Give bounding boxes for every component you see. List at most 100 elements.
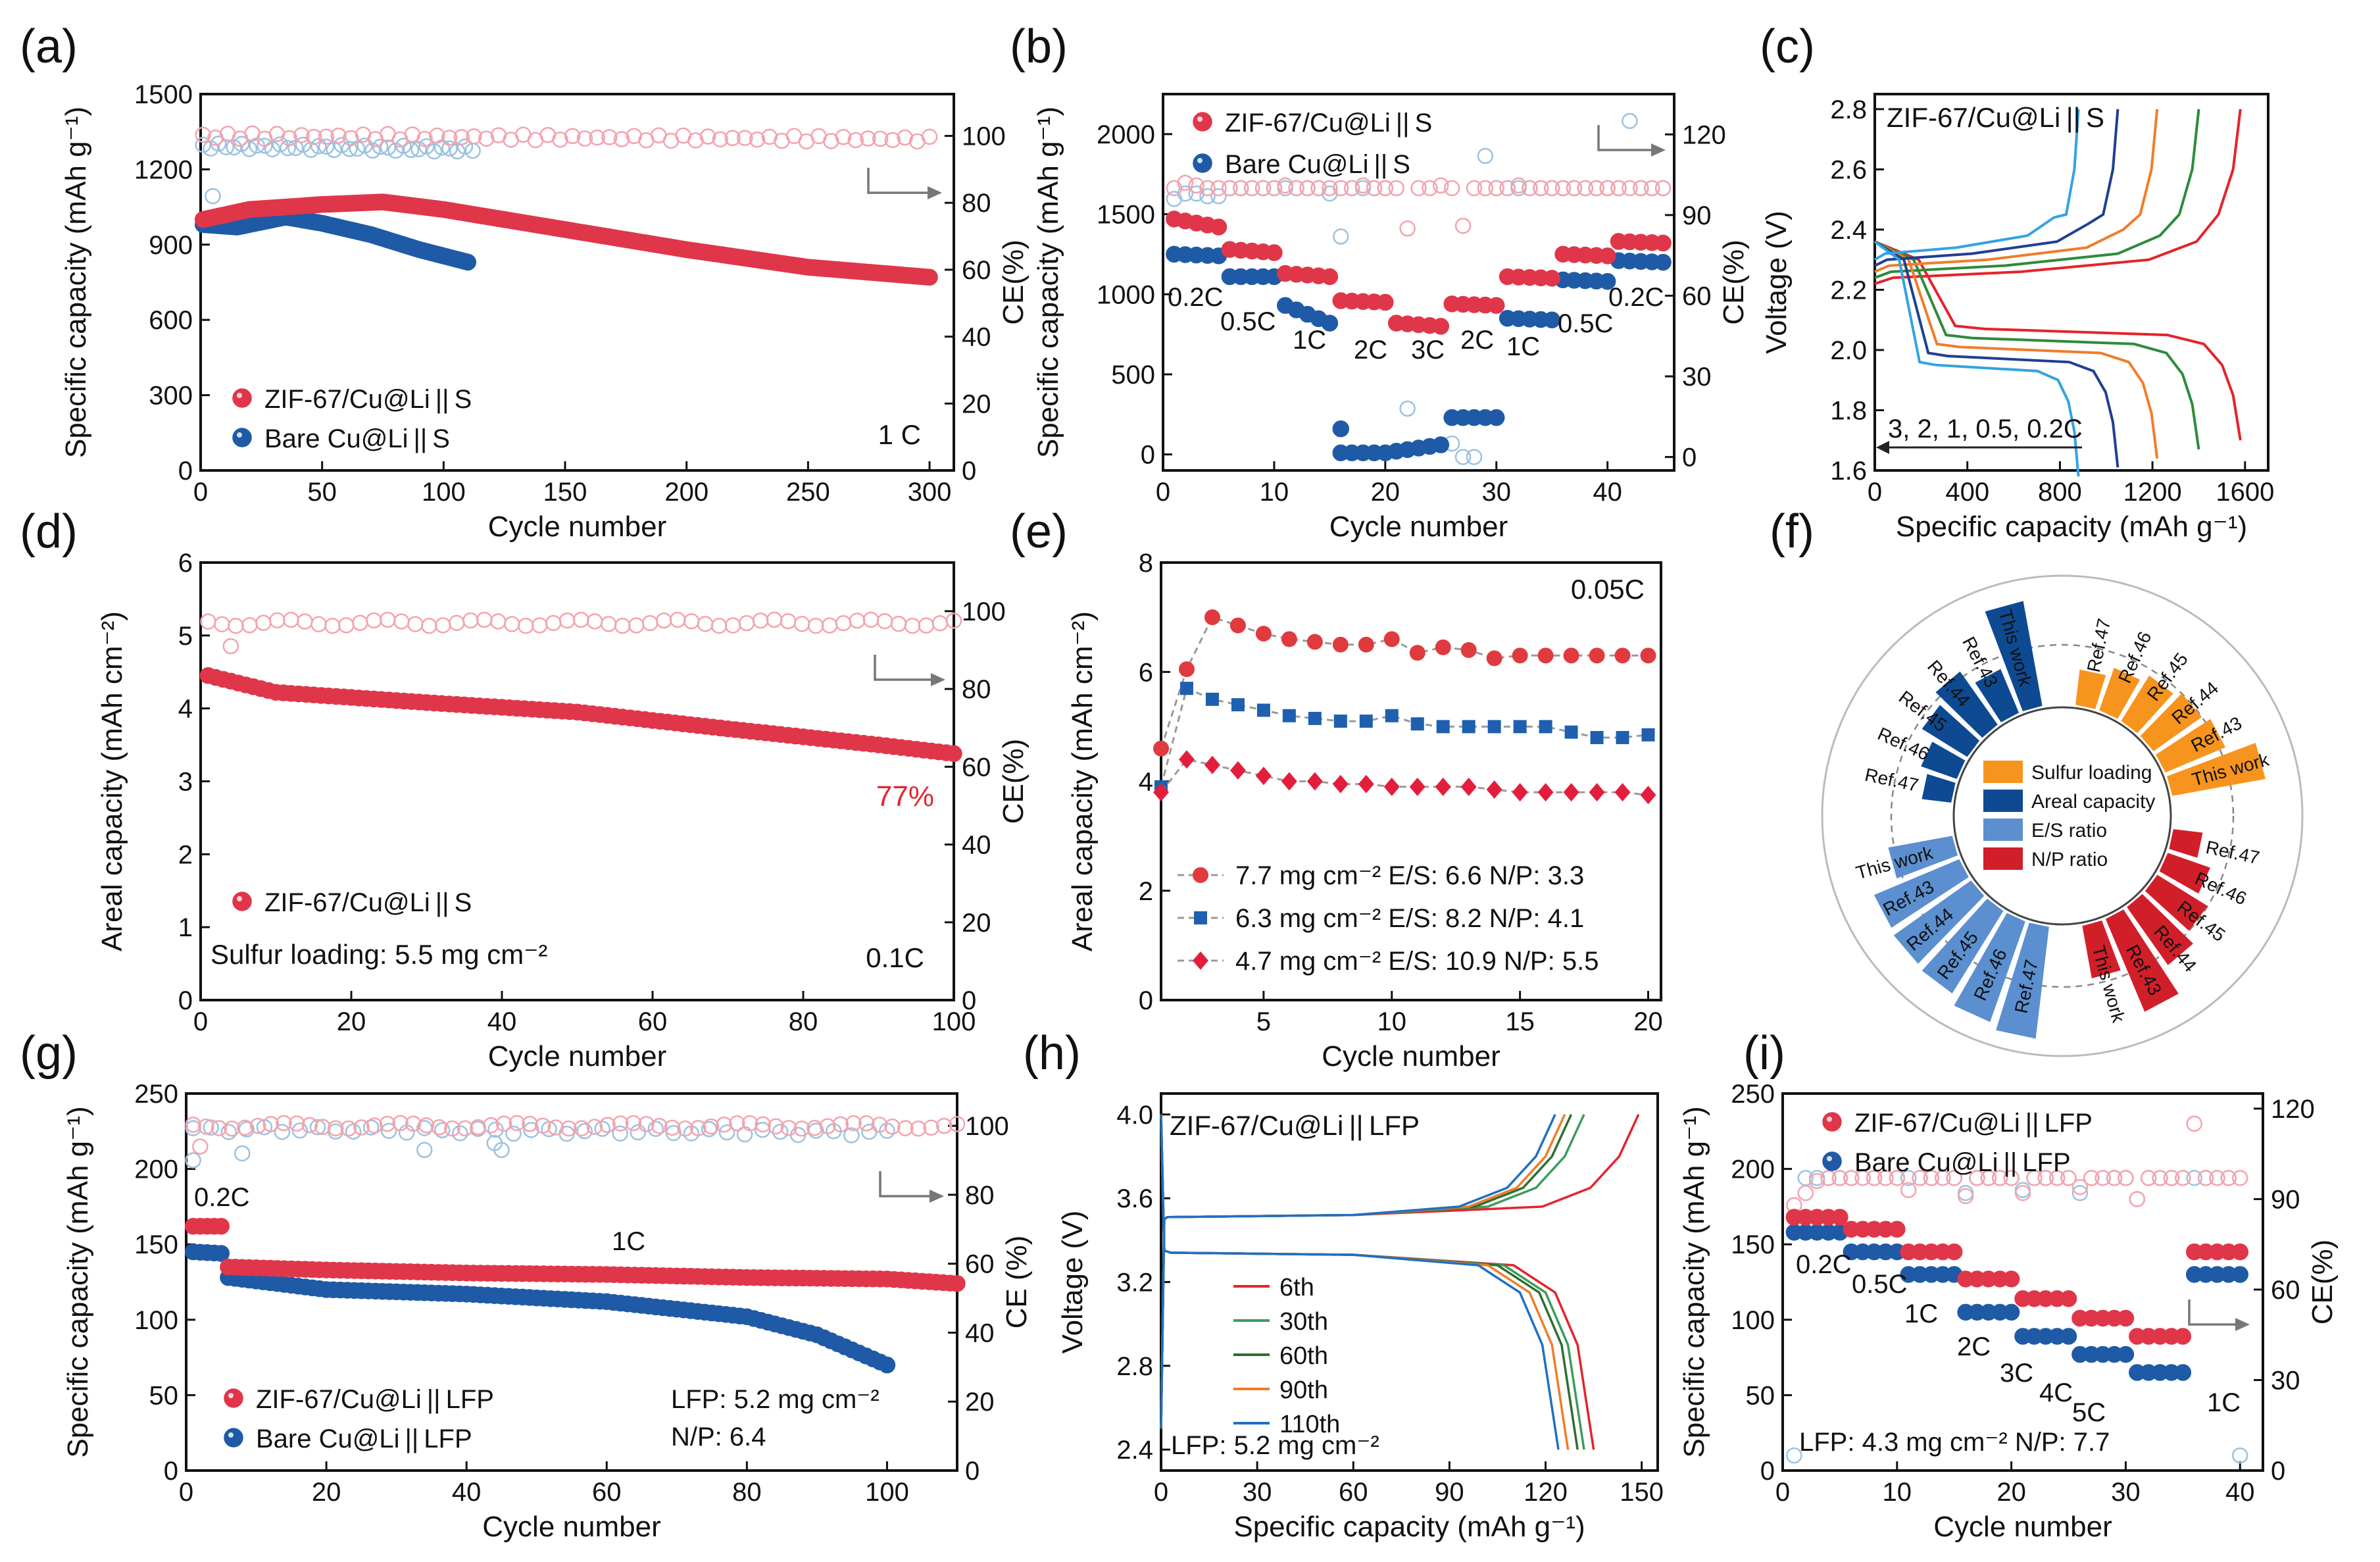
legend-bare: Bare Cu@Li || S <box>264 424 450 453</box>
data-point <box>1486 650 1502 667</box>
data-point <box>1310 180 1327 197</box>
data-point <box>1487 297 1505 315</box>
data-point <box>283 611 299 628</box>
data-point <box>1383 631 1400 647</box>
radial-bar <box>1893 880 1985 964</box>
data-point <box>1256 703 1270 717</box>
data-point <box>343 130 359 147</box>
legend-zif: ZIF-67/Cu@Li || LFP <box>1854 1109 2093 1138</box>
data-point <box>434 1122 451 1139</box>
legend-bare-marker <box>232 428 252 447</box>
rate-label: 3C <box>1411 336 1445 365</box>
radial-bar <box>2082 920 2121 978</box>
data-point <box>352 615 368 631</box>
y-tick-label: 3 <box>178 768 193 797</box>
data-point <box>1622 180 1638 197</box>
data-point <box>716 1116 732 1133</box>
data-point <box>793 615 810 632</box>
data-point <box>871 1117 888 1133</box>
legend-bare-marker-shine <box>228 1432 234 1438</box>
data-point <box>2117 1346 2135 1363</box>
legend-label: 6.3 mg cm⁻² E/S: 8.2 N/P: 4.1 <box>1235 904 1584 933</box>
data-point <box>1454 449 1472 465</box>
data-point <box>832 1116 849 1133</box>
data-point <box>1599 273 1616 290</box>
data-point <box>1321 315 1339 332</box>
data-point <box>305 128 322 145</box>
x-tick-label: 15 <box>1505 1007 1535 1036</box>
data-point <box>1199 188 1216 205</box>
data-point <box>1590 731 1604 744</box>
data-point <box>931 615 949 632</box>
y-tick-label: 4 <box>1139 768 1153 797</box>
data-point <box>212 1245 230 1262</box>
data-point <box>572 611 589 628</box>
rate-label: 1C <box>1293 326 1326 355</box>
data-point <box>687 132 704 149</box>
data-point <box>1877 1170 1894 1186</box>
data-point <box>1564 725 1578 739</box>
info-annotation: LFP: 5.2 mg cm⁻² <box>671 1385 880 1414</box>
y2-tick-label: 60 <box>1682 282 1712 311</box>
data-point <box>2071 1185 2089 1201</box>
data-point <box>780 613 797 630</box>
legend-bare-marker <box>1193 153 1212 173</box>
legend-zif-marker <box>232 388 252 408</box>
data-point <box>288 1115 305 1132</box>
data-point <box>257 138 273 154</box>
plot-frame <box>199 93 955 472</box>
chart-d: 0 20 40 60 80 1000123456020406080100CE(%)Cycl… <box>96 549 1029 1072</box>
data-point <box>1178 661 1195 678</box>
y2-tick-label: 0 <box>1682 443 1697 472</box>
legend-zif-marker-shine <box>1827 1117 1832 1122</box>
y-tick-label: 500 <box>1111 361 1155 390</box>
x-tick-label: 20 <box>312 1478 341 1507</box>
data-point <box>324 617 341 634</box>
data-point <box>1188 177 1204 194</box>
data-point <box>532 617 548 634</box>
data-point <box>1512 647 1528 664</box>
data-point <box>2152 1170 2168 1186</box>
x-tick-label: 60 <box>592 1478 622 1507</box>
data-point <box>483 1117 499 1134</box>
data-point <box>224 1121 240 1137</box>
y2-tick-label: 80 <box>965 1181 995 1210</box>
data-point <box>601 129 618 145</box>
y2-axis-label: CE(%) <box>997 239 1029 325</box>
x-tick-label: 20 <box>1633 1007 1663 1036</box>
plot-frame <box>1162 93 1675 472</box>
panel-label-e: (e) <box>1010 505 1068 558</box>
chart-title: ZIF-67/Cu@Li || S <box>1887 102 2104 133</box>
data-point <box>1599 247 1616 265</box>
data-point <box>843 1127 860 1144</box>
panel-label-f: (f) <box>1770 505 1814 558</box>
data-point <box>862 611 880 628</box>
radial-bar <box>1954 913 2025 1022</box>
radial-bar <box>2140 693 2202 751</box>
data-point <box>1946 1170 1962 1186</box>
data-point <box>1153 783 1169 802</box>
radial-bar <box>1888 836 1958 879</box>
data-point <box>949 1275 966 1292</box>
data-point <box>1359 715 1373 728</box>
radial-bar <box>1873 859 1969 928</box>
y-axis-label: Specific capacity (mAh g⁻¹) <box>62 1106 94 1457</box>
y2-tick-label: 60 <box>962 256 991 285</box>
data-point <box>641 615 658 632</box>
y-tick-label: 2.0 <box>1830 336 1867 365</box>
rate-label: 1C <box>1904 1299 1938 1328</box>
y-tick-label: 0 <box>164 1457 178 1486</box>
y2-tick-label: 60 <box>965 1250 995 1279</box>
data-point <box>628 617 645 634</box>
data-point <box>392 1115 409 1132</box>
data-point <box>845 1115 862 1132</box>
y-tick-label: 4.0 <box>1116 1101 1153 1130</box>
legend-swatch <box>1983 790 2023 812</box>
data-point <box>1332 774 1349 794</box>
data-point <box>847 132 864 149</box>
radial-bar <box>1996 922 2049 1039</box>
data-point <box>255 615 272 631</box>
data-point <box>669 611 686 628</box>
x-tick-label: 200 <box>664 478 708 507</box>
data-point <box>2175 1170 2191 1186</box>
